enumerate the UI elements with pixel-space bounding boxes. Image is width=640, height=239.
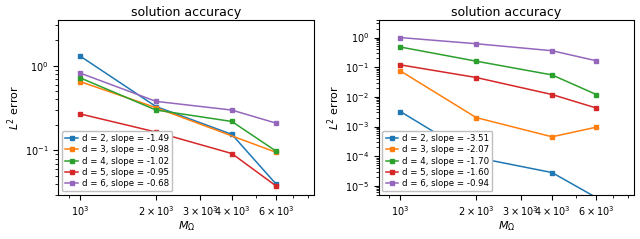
d = 3, slope = -2.07	[548, 135, 556, 138]
Legend: d = 2, slope = -3.51, d = 3, slope = -2.07, d = 4, slope = -1.70, d = 5, slope =: d = 2, slope = -3.51, d = 3, slope = -2.…	[382, 131, 493, 191]
d = 2, slope = -1.49	[273, 183, 280, 186]
Line: d = 4, slope = -1.02: d = 4, slope = -1.02	[78, 76, 278, 154]
Line: d = 2, slope = -3.51: d = 2, slope = -3.51	[398, 109, 599, 200]
d = 4, slope = -1.70	[397, 46, 404, 49]
Line: d = 5, slope = -0.95: d = 5, slope = -0.95	[78, 112, 278, 189]
X-axis label: $M_\Omega$: $M_\Omega$	[178, 220, 195, 234]
d = 2, slope = -1.49	[228, 133, 236, 136]
d = 6, slope = -0.94	[472, 42, 480, 45]
Title: solution accuracy: solution accuracy	[131, 5, 241, 19]
d = 5, slope = -0.95	[273, 185, 280, 187]
Line: d = 6, slope = -0.94: d = 6, slope = -0.94	[398, 35, 599, 63]
d = 2, slope = -3.51	[548, 171, 556, 174]
d = 6, slope = -0.68	[273, 122, 280, 125]
d = 4, slope = -1.70	[472, 60, 480, 63]
d = 5, slope = -1.60	[548, 93, 556, 96]
d = 5, slope = -1.60	[397, 63, 404, 66]
d = 2, slope = -3.51	[397, 110, 404, 113]
d = 3, slope = -2.07	[397, 70, 404, 72]
Line: d = 4, slope = -1.70: d = 4, slope = -1.70	[398, 45, 599, 97]
d = 6, slope = -0.94	[593, 59, 600, 62]
Line: d = 2, slope = -1.49: d = 2, slope = -1.49	[78, 54, 278, 187]
d = 2, slope = -3.51	[593, 196, 600, 199]
Line: d = 5, slope = -1.60: d = 5, slope = -1.60	[398, 62, 599, 110]
d = 5, slope = -1.60	[472, 76, 480, 79]
d = 4, slope = -1.02	[273, 150, 280, 153]
d = 2, slope = -3.51	[472, 156, 480, 159]
Line: d = 6, slope = -0.68: d = 6, slope = -0.68	[78, 71, 278, 126]
d = 6, slope = -0.68	[76, 72, 84, 75]
d = 2, slope = -1.49	[152, 105, 160, 108]
d = 6, slope = -0.68	[228, 109, 236, 112]
Legend: d = 2, slope = -1.49, d = 3, slope = -0.98, d = 4, slope = -1.02, d = 5, slope =: d = 2, slope = -1.49, d = 3, slope = -0.…	[62, 131, 172, 191]
Y-axis label: $L^2$ error: $L^2$ error	[325, 85, 342, 130]
X-axis label: $M_\Omega$: $M_\Omega$	[498, 220, 515, 234]
Title: solution accuracy: solution accuracy	[451, 5, 562, 19]
d = 3, slope = -2.07	[593, 126, 600, 129]
d = 5, slope = -1.60	[593, 107, 600, 109]
d = 6, slope = -0.94	[548, 49, 556, 52]
d = 4, slope = -1.02	[76, 76, 84, 79]
d = 5, slope = -0.95	[152, 130, 160, 133]
d = 2, slope = -1.49	[76, 55, 84, 58]
Y-axis label: $L^2$ error: $L^2$ error	[6, 85, 22, 130]
d = 4, slope = -1.02	[152, 109, 160, 112]
d = 5, slope = -0.95	[228, 152, 236, 155]
Line: d = 3, slope = -0.98: d = 3, slope = -0.98	[78, 79, 278, 155]
d = 6, slope = -0.68	[152, 100, 160, 103]
d = 3, slope = -2.07	[472, 116, 480, 119]
Line: d = 3, slope = -2.07: d = 3, slope = -2.07	[398, 69, 599, 139]
d = 3, slope = -0.98	[76, 80, 84, 83]
d = 4, slope = -1.70	[593, 93, 600, 96]
d = 6, slope = -0.94	[397, 36, 404, 39]
d = 5, slope = -0.95	[76, 113, 84, 115]
d = 3, slope = -0.98	[152, 106, 160, 109]
d = 4, slope = -1.02	[228, 120, 236, 123]
d = 3, slope = -0.98	[273, 151, 280, 154]
d = 4, slope = -1.70	[548, 73, 556, 76]
